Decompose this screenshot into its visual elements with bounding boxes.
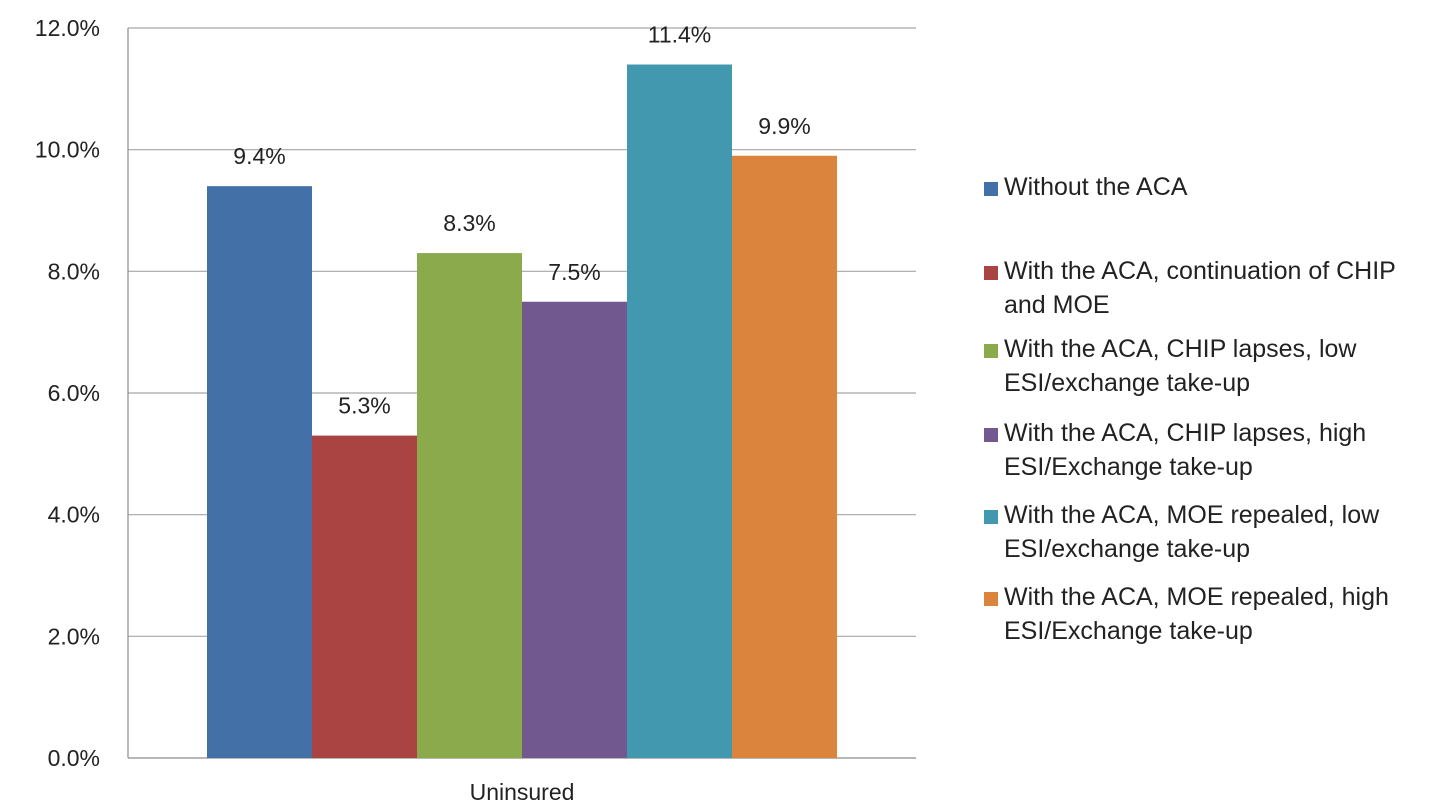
legend-item: With the ACA, MOE repealed, high ESI/Exc… [984, 580, 1434, 648]
bar [732, 155, 837, 758]
data-label: 11.4% [648, 22, 712, 48]
y-tick-label: 4.0% [48, 502, 100, 528]
legend-label: With the ACA, CHIP lapses, low ESI/excha… [1004, 335, 1357, 397]
data-label: 7.5% [548, 259, 600, 285]
bar [627, 64, 732, 758]
x-category-label: Uninsured [470, 779, 575, 805]
x-axis-categories: Uninsured [470, 779, 575, 805]
bar-chart: 0.0% 2.0% 4.0% 6.0% 8.0% 10.0% 12.0% 9.4% 5.3% 8… [35, 15, 916, 805]
data-labels: 9.4% 5.3% 8.3% 7.5% 11.4% 9.9% [233, 22, 810, 419]
legend-label: With the ACA, CHIP lapses, high ESI/Exch… [1004, 419, 1367, 481]
data-label: 8.3% [443, 210, 495, 236]
legend-item: With the ACA, continuation of CHIP and M… [984, 254, 1434, 322]
legend-swatch [984, 344, 998, 358]
legend-label: With the ACA, continuation of CHIP and M… [1004, 257, 1396, 319]
y-tick-label: 10.0% [35, 137, 100, 163]
legend-swatch [984, 266, 998, 280]
y-tick-label: 6.0% [48, 380, 100, 406]
y-axis-ticks: 0.0% 2.0% 4.0% 6.0% 8.0% 10.0% 12.0% [35, 15, 100, 771]
data-label: 9.4% [233, 143, 285, 169]
bar [207, 186, 312, 758]
legend-swatch [984, 428, 998, 442]
bar [312, 435, 417, 758]
legend-item: With the ACA, MOE repealed, low ESI/exch… [984, 498, 1434, 566]
legend-item: With the ACA, CHIP lapses, high ESI/Exch… [984, 416, 1434, 484]
legend-label: With the ACA, MOE repealed, low ESI/exch… [1004, 501, 1380, 563]
y-tick-label: 8.0% [48, 258, 100, 284]
data-label: 5.3% [338, 393, 390, 419]
bar [417, 253, 522, 759]
legend-label: With the ACA, MOE repealed, high ESI/Exc… [1004, 583, 1389, 645]
data-label: 9.9% [758, 113, 810, 139]
legend-swatch [984, 182, 998, 196]
y-tick-label: 12.0% [35, 15, 100, 41]
bar [522, 301, 627, 758]
legend-label: Without the ACA [1004, 173, 1188, 201]
y-tick-label: 2.0% [48, 623, 100, 649]
bars [207, 64, 837, 759]
legend-swatch [984, 592, 998, 606]
legend-swatch [984, 510, 998, 524]
legend-item: With the ACA, CHIP lapses, low ESI/excha… [984, 332, 1434, 400]
legend-item: Without the ACA [984, 170, 1434, 204]
y-tick-label: 0.0% [48, 745, 100, 771]
